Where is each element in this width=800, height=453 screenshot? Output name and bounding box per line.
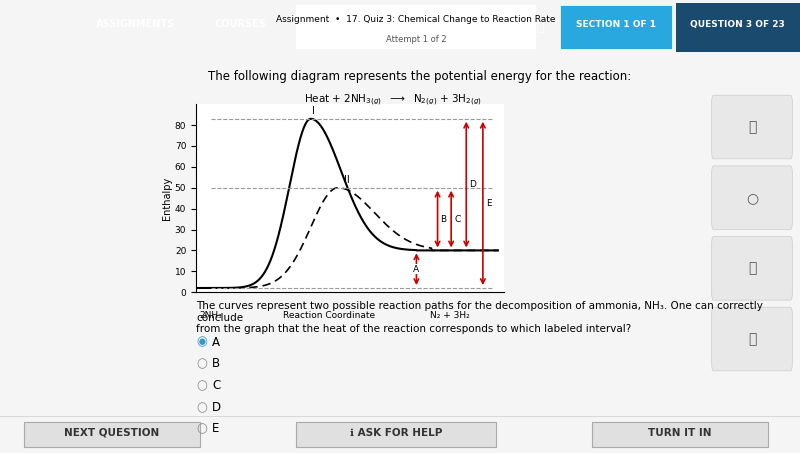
Text: E: E <box>212 423 219 435</box>
Text: TURN IT IN: TURN IT IN <box>648 428 712 438</box>
FancyBboxPatch shape <box>24 422 200 447</box>
Text: I: I <box>312 106 315 116</box>
Text: D: D <box>470 180 476 189</box>
FancyBboxPatch shape <box>592 422 768 447</box>
FancyBboxPatch shape <box>712 166 792 230</box>
Text: ○: ○ <box>196 423 207 435</box>
Text: C: C <box>212 379 220 392</box>
Text: Attempt 1 of 2: Attempt 1 of 2 <box>386 34 446 43</box>
Text: 🎤: 🎤 <box>748 332 756 346</box>
Text: ○: ○ <box>196 357 207 370</box>
Text: 🖨: 🖨 <box>748 120 756 134</box>
Y-axis label: Enthalpy: Enthalpy <box>162 177 172 220</box>
Text: II: II <box>344 174 350 185</box>
FancyBboxPatch shape <box>296 5 536 49</box>
Text: COURSES: COURSES <box>214 19 266 29</box>
FancyBboxPatch shape <box>676 3 800 52</box>
Text: 📖: 📖 <box>748 261 756 275</box>
Text: 2NH₃: 2NH₃ <box>200 311 222 320</box>
Text: NEXT QUESTION: NEXT QUESTION <box>64 428 160 438</box>
FancyBboxPatch shape <box>296 422 496 447</box>
Text: ⓘ: ⓘ <box>536 21 544 34</box>
Text: SECTION 1 OF 1: SECTION 1 OF 1 <box>576 20 656 29</box>
Text: N₂ + 3H₂: N₂ + 3H₂ <box>430 311 470 320</box>
Text: A: A <box>212 336 220 348</box>
Text: Heat + 2NH$_{3(g)}$  $\longrightarrow$  N$_{2(g)}$ + 3H$_{2(g)}$: Heat + 2NH$_{3(g)}$ $\longrightarrow$ N$… <box>304 93 482 108</box>
FancyBboxPatch shape <box>712 307 792 371</box>
Text: Assignment  •  17. Quiz 3: Chemical Change to Reaction Rate: Assignment • 17. Quiz 3: Chemical Change… <box>276 14 556 24</box>
Text: B: B <box>441 215 446 224</box>
Text: The curves represent two possible reaction paths for the decomposition of ammoni: The curves represent two possible reacti… <box>196 301 763 334</box>
Text: ◉: ◉ <box>196 336 207 348</box>
Text: ○: ○ <box>746 191 758 205</box>
Text: ○: ○ <box>196 401 207 414</box>
Text: A: A <box>414 265 419 274</box>
Text: The following diagram represents the potential energy for the reaction:: The following diagram represents the pot… <box>208 70 631 83</box>
Text: ASSIGNMENTS: ASSIGNMENTS <box>96 19 176 29</box>
Text: QUESTION 3 OF 23: QUESTION 3 OF 23 <box>690 20 785 29</box>
Text: Reaction Coordinate: Reaction Coordinate <box>283 311 375 320</box>
Text: ○: ○ <box>196 379 207 392</box>
Text: ℹ ASK FOR HELP: ℹ ASK FOR HELP <box>350 428 442 438</box>
Text: E: E <box>486 199 491 208</box>
Text: C: C <box>454 215 461 224</box>
FancyBboxPatch shape <box>560 5 672 49</box>
Text: D: D <box>212 401 221 414</box>
FancyBboxPatch shape <box>712 95 792 159</box>
Text: B: B <box>212 357 220 370</box>
FancyBboxPatch shape <box>712 236 792 300</box>
